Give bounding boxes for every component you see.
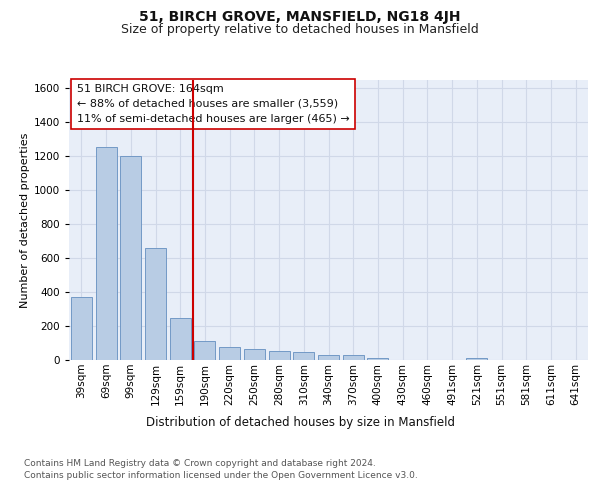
Text: Size of property relative to detached houses in Mansfield: Size of property relative to detached ho… bbox=[121, 24, 479, 36]
Bar bbox=[293, 352, 314, 360]
Bar bbox=[466, 358, 487, 360]
Text: Distribution of detached houses by size in Mansfield: Distribution of detached houses by size … bbox=[146, 416, 455, 429]
Bar bbox=[145, 248, 166, 360]
Bar bbox=[343, 355, 364, 360]
Bar bbox=[367, 358, 388, 360]
Bar bbox=[194, 342, 215, 360]
Bar bbox=[71, 297, 92, 360]
Bar bbox=[318, 355, 339, 360]
Text: Contains HM Land Registry data © Crown copyright and database right 2024.: Contains HM Land Registry data © Crown c… bbox=[24, 460, 376, 468]
Bar bbox=[120, 156, 141, 360]
Y-axis label: Number of detached properties: Number of detached properties bbox=[20, 132, 29, 308]
Text: 51 BIRCH GROVE: 164sqm
← 88% of detached houses are smaller (3,559)
11% of semi-: 51 BIRCH GROVE: 164sqm ← 88% of detached… bbox=[77, 84, 350, 124]
Bar bbox=[269, 351, 290, 360]
Text: Contains public sector information licensed under the Open Government Licence v3: Contains public sector information licen… bbox=[24, 470, 418, 480]
Bar bbox=[244, 349, 265, 360]
Text: 51, BIRCH GROVE, MANSFIELD, NG18 4JH: 51, BIRCH GROVE, MANSFIELD, NG18 4JH bbox=[139, 10, 461, 24]
Bar bbox=[170, 318, 191, 360]
Bar bbox=[219, 347, 240, 360]
Bar bbox=[95, 147, 116, 360]
